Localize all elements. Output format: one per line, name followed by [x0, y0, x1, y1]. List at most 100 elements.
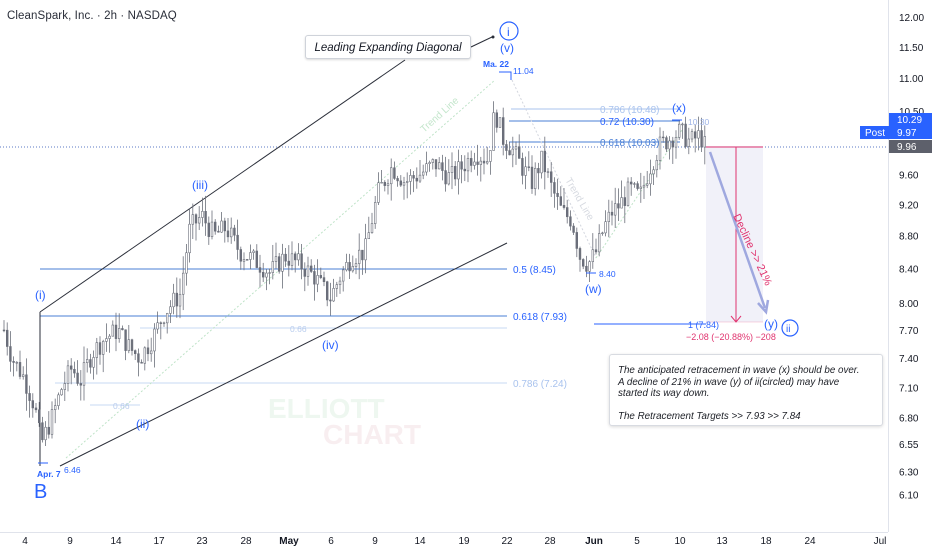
x-tick-label: 22 — [501, 536, 513, 547]
candle-body — [671, 140, 675, 148]
candle-body — [236, 234, 239, 250]
candle-body — [687, 138, 691, 147]
candle-body — [514, 146, 518, 150]
candle-body — [223, 220, 226, 232]
candle-body — [89, 359, 92, 368]
candle-body — [265, 272, 268, 278]
candle-body — [418, 174, 422, 182]
candle-body — [182, 272, 185, 295]
candle-body — [476, 161, 479, 165]
candle-body — [380, 182, 383, 184]
x-tick-label: 5 — [634, 536, 640, 547]
y-tick-label: 7.10 — [899, 383, 919, 394]
candle-body — [41, 422, 44, 441]
candle-body — [12, 361, 15, 363]
candle-body — [159, 322, 162, 324]
fib-levels — [40, 108, 706, 406]
x-tick-label: May — [279, 536, 299, 547]
candle-body — [226, 230, 230, 238]
candle-body — [450, 166, 454, 173]
candle-body — [15, 362, 18, 364]
candle-body — [489, 150, 492, 162]
y-tick-label: 9.60 — [899, 170, 919, 181]
candle-body — [642, 184, 646, 188]
candle-body — [645, 183, 649, 186]
candle-body — [258, 267, 262, 273]
candle-body — [188, 223, 191, 254]
x-tick-label: 13 — [716, 536, 728, 547]
candle-body — [172, 292, 175, 308]
candle-body — [441, 162, 444, 171]
trend-line-label-1: Trend Line — [419, 95, 462, 135]
candle-body — [396, 178, 399, 182]
candle-body — [629, 181, 633, 185]
x-tick-label: 28 — [544, 536, 556, 547]
candle-body — [421, 171, 425, 176]
wave-circle-i — [499, 21, 519, 41]
candle-body — [425, 163, 428, 173]
candle-body — [335, 284, 338, 289]
x-tick-label: 14 — [414, 536, 426, 547]
decline-projection — [706, 146, 770, 323]
candle-body — [354, 263, 358, 267]
candle-body — [287, 260, 290, 266]
decline-change-label: −2.08 (−20.88%) −208 — [686, 332, 776, 342]
candle-body — [28, 393, 31, 401]
candle-body — [306, 265, 310, 277]
candle-body — [281, 253, 284, 272]
fib-label-0618-lower: 0.618 (7.93) — [513, 312, 567, 323]
candle-body — [233, 227, 236, 236]
wave-circle-ii — [781, 319, 799, 337]
candle-body — [102, 341, 105, 355]
candle-body — [661, 136, 665, 139]
candle-body — [37, 409, 41, 424]
wave-label-w: (w) — [585, 282, 602, 296]
candle-body — [341, 269, 345, 282]
x-tick-label: 23 — [196, 536, 208, 547]
candle-body — [92, 357, 95, 368]
candle-body — [66, 365, 70, 384]
candle-body — [118, 328, 121, 339]
candle-body — [345, 262, 348, 271]
candle-body — [613, 203, 617, 216]
candle-body — [521, 158, 524, 176]
candle-body — [143, 347, 146, 364]
candle-body — [572, 225, 575, 233]
candle-body — [620, 197, 623, 209]
candle-body — [252, 250, 255, 253]
candle-body — [338, 280, 342, 285]
candle-body — [610, 211, 614, 216]
candle-body — [463, 168, 466, 172]
candle-body — [588, 261, 591, 272]
symbol-header[interactable]: CleanSpark, Inc. · 2h · NASDAQ — [7, 10, 177, 22]
candle-body — [649, 173, 652, 185]
candle-body — [527, 166, 531, 168]
candle-body — [140, 361, 143, 364]
candle-body — [246, 259, 249, 261]
candle-body — [546, 171, 550, 173]
candle-body — [578, 248, 582, 260]
wave-label-x: (x) — [672, 101, 686, 115]
x-tick-label: Jun — [585, 536, 603, 547]
candle-body — [322, 277, 326, 283]
x-tick-label: 17 — [153, 536, 165, 547]
candle-body — [453, 166, 457, 180]
candle-body — [402, 182, 406, 186]
candle-body — [53, 405, 57, 410]
x-tick-label: 4 — [22, 536, 28, 547]
candle-body — [114, 324, 118, 339]
y-tick-label: 7.70 — [899, 326, 919, 337]
candle-body — [498, 117, 502, 128]
wave-label-v: (v) — [500, 41, 514, 55]
wave-label-B: B — [34, 481, 47, 503]
candle-body — [444, 170, 447, 185]
candle-body — [530, 166, 534, 189]
y-tick-label: 11.00 — [899, 74, 924, 85]
candle-body — [540, 150, 543, 174]
candle-body — [357, 249, 361, 264]
candle-body — [549, 171, 553, 183]
candle-body — [697, 130, 700, 139]
candle-body — [473, 161, 476, 166]
candle-body — [495, 112, 498, 128]
